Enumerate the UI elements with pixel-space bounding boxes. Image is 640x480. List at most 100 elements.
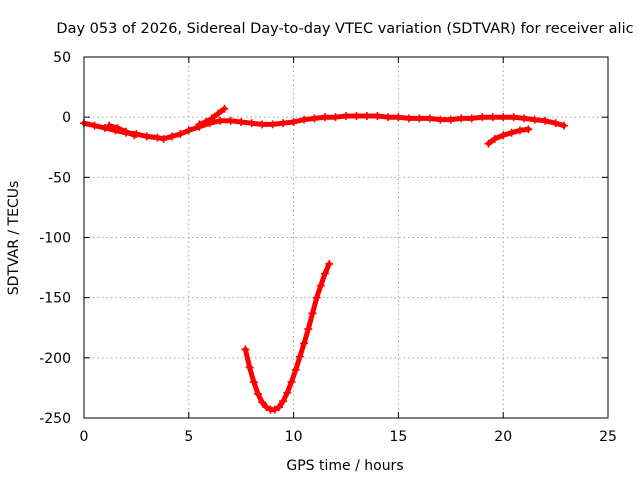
y-tick-label: -200 — [39, 351, 71, 367]
data-point — [90, 121, 99, 130]
data-point — [279, 119, 288, 128]
axis-ticks: 0 5 10 15 20 25 -250 -200 -150 -100 -50 0 50 — [39, 50, 617, 445]
data-point — [105, 121, 114, 130]
data-point — [488, 113, 497, 122]
data-point — [446, 115, 455, 124]
data-point — [153, 133, 162, 142]
data-point — [490, 134, 499, 143]
series-3 — [484, 125, 533, 148]
data-point — [467, 114, 476, 123]
data-point — [436, 115, 445, 124]
data-point — [457, 114, 466, 123]
data-point — [226, 116, 235, 125]
series-4 — [241, 259, 334, 414]
data-point — [425, 114, 434, 123]
grid-lines — [84, 57, 608, 418]
y-tick-label: -250 — [39, 411, 71, 427]
data-point — [270, 405, 279, 414]
series-1 — [195, 104, 229, 129]
data-point — [207, 114, 216, 123]
data-point — [159, 134, 168, 143]
data-point — [201, 117, 210, 126]
y-tick-label: 50 — [53, 50, 71, 66]
data-point — [220, 104, 229, 113]
data-point — [283, 388, 292, 397]
data-point — [300, 339, 309, 348]
data-point — [342, 111, 350, 120]
data-point — [287, 377, 296, 386]
data-point — [268, 120, 277, 129]
data-point — [331, 113, 340, 122]
data-point — [295, 352, 304, 361]
data-point — [195, 120, 204, 129]
data-point — [216, 116, 225, 125]
chart-title: Day 053 of 2026, Sidereal Day-to-day VTE… — [56, 21, 633, 37]
data-point — [520, 114, 529, 123]
data-point — [394, 113, 403, 122]
data-point — [262, 403, 271, 412]
y-axis-label: SDTVAR / TECUs — [6, 181, 22, 296]
data-point — [515, 126, 524, 135]
data-point — [362, 111, 371, 120]
data-point — [530, 115, 539, 124]
data-point — [383, 113, 392, 122]
data-point — [247, 119, 256, 128]
x-axis-label: GPS time / hours — [286, 458, 403, 474]
data-point — [289, 117, 298, 126]
y-tick-label: 0 — [62, 110, 71, 126]
y-tick-label: -50 — [48, 170, 71, 186]
x-tick-label: 5 — [184, 429, 193, 445]
data-point — [484, 139, 493, 148]
data-point — [308, 309, 317, 318]
data-point — [142, 132, 151, 141]
data-point — [321, 113, 330, 122]
data-point — [415, 114, 424, 123]
data-point — [258, 398, 267, 407]
data-point — [373, 111, 382, 120]
data-point — [279, 397, 288, 406]
data-point — [499, 113, 508, 122]
data-point — [524, 125, 533, 134]
data-point — [352, 111, 361, 120]
data-point — [249, 377, 258, 386]
data-point — [310, 114, 319, 123]
y-tick-label: -150 — [39, 291, 71, 307]
data-point — [559, 121, 568, 130]
data-point — [321, 269, 330, 278]
data-point — [245, 363, 254, 372]
data-point — [509, 113, 518, 122]
x-tick-label: 25 — [599, 429, 617, 445]
data-point — [499, 131, 508, 140]
data-point — [121, 127, 130, 136]
data-point — [325, 259, 334, 268]
data-point — [176, 130, 185, 139]
data-point — [291, 365, 300, 374]
data-point — [404, 114, 413, 123]
data-point — [541, 116, 550, 125]
data-point — [300, 115, 309, 124]
data-point — [113, 123, 122, 132]
data-point — [551, 119, 560, 128]
x-tick-label: 15 — [389, 429, 407, 445]
data-point — [274, 403, 283, 412]
data-point — [304, 324, 313, 333]
y-tick-label: -100 — [39, 231, 71, 247]
series-trace — [242, 261, 332, 413]
x-tick-label: 20 — [494, 429, 512, 445]
data-point — [241, 345, 250, 354]
data-point — [130, 131, 139, 140]
data-point — [184, 126, 193, 135]
data-point — [253, 389, 262, 398]
data-point — [214, 109, 223, 118]
data-point — [478, 113, 487, 122]
series-trace — [106, 123, 137, 138]
data-point — [237, 117, 246, 126]
x-tick-label: 0 — [80, 429, 89, 445]
data-point — [316, 281, 325, 290]
data-point — [168, 132, 177, 141]
data-point — [507, 128, 516, 137]
data-point — [100, 123, 109, 132]
data-points — [80, 104, 568, 414]
data-point — [258, 120, 267, 129]
